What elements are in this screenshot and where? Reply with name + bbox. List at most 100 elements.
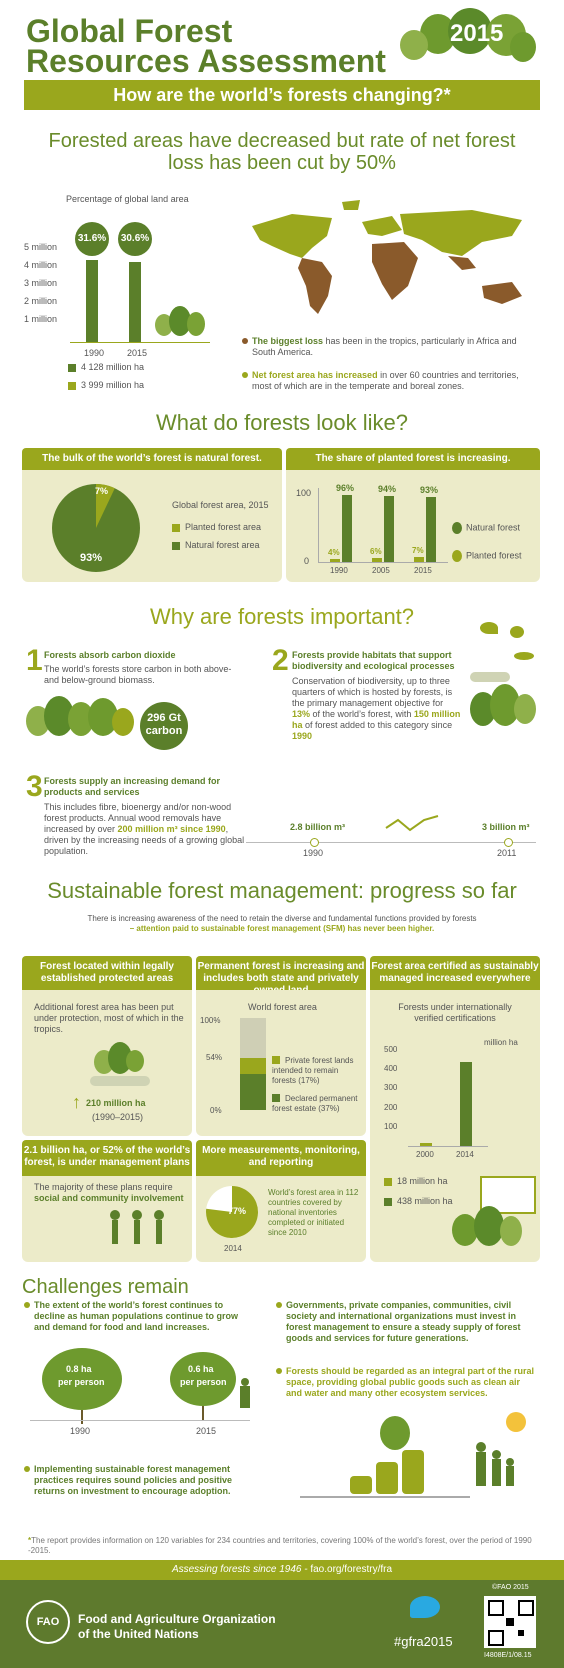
publication-code: I4808E/1/08.15 xyxy=(484,1652,532,1659)
year-1990: 1990 xyxy=(84,348,105,358)
permanent-bar-declared xyxy=(240,1074,266,1110)
tree-2015-value: 0.6 ha xyxy=(188,1364,214,1374)
permanent-legend-private: Private forest lands intended to remain … xyxy=(272,1056,364,1086)
natural-forest-legend: Natural forest xyxy=(452,522,520,534)
asterisk: * xyxy=(28,1536,32,1545)
fao-logo-text: FAO xyxy=(36,1616,60,1628)
tree-1990-unit: per person xyxy=(58,1377,105,1387)
item2-year: 1990 xyxy=(292,731,313,741)
planted-baseline xyxy=(318,562,448,563)
org-line2: of the United Nations xyxy=(78,1627,199,1641)
person-figure xyxy=(240,1378,250,1408)
planted-bar-label: 4% xyxy=(328,548,340,558)
certified-legend-2014-label: 438 million ha xyxy=(397,1196,453,1206)
item2-text: Conservation of biodiversity, up to thre… xyxy=(292,676,462,742)
wood-trend-arrow xyxy=(385,815,439,832)
legend-swatch xyxy=(384,1177,392,1186)
forest-area-chart-title: Percentage of global land area xyxy=(66,194,189,204)
planted-bar-label: 7% xyxy=(412,546,424,556)
hand-icon xyxy=(470,672,510,682)
hashtag: #gfra2015 xyxy=(394,1634,453,1649)
section1-headline-line1: Forested areas have decreased but rate o… xyxy=(48,130,516,152)
coin-stack xyxy=(376,1462,398,1494)
planted-forest-band-text: The share of planted forest is increasin… xyxy=(315,453,511,464)
certified-year-2000: 2000 xyxy=(416,1150,434,1159)
page-title: Global Forest Resources Assessment xyxy=(26,13,386,77)
certified-bar xyxy=(460,1061,472,1146)
item2-number: 2 xyxy=(272,644,289,677)
natural-bar xyxy=(426,496,436,562)
protected-areas-text: Additional forest area has been put unde… xyxy=(34,1002,184,1034)
pie-label-planted: 7% xyxy=(95,486,109,496)
challenge-2-text: Implementing sustainable forest manageme… xyxy=(34,1464,233,1496)
item3-text: This includes fibre, bioenergy and/or no… xyxy=(44,802,254,857)
map-note-biggest-loss: The biggest loss has been in the tropics… xyxy=(242,336,540,358)
item3-text-b: , driven by the increasing needs of a gr… xyxy=(44,824,245,856)
axis-tick: 5 million xyxy=(24,242,58,252)
item2-text-a: Conservation of biodiversity, up to thre… xyxy=(292,676,453,708)
section4-title: Sustainable forest management: progress … xyxy=(47,878,517,903)
legend-1990: 4 128 million ha xyxy=(68,362,144,373)
legend-2015-label: 3 999 million ha xyxy=(81,380,145,390)
twitter-icon[interactable] xyxy=(410,1596,440,1618)
tree-2015-unit: per person xyxy=(180,1377,227,1387)
planted-year-label: 1990 xyxy=(330,566,348,575)
timeline-year-2011: 2011 xyxy=(497,848,517,858)
investment-illustration xyxy=(300,1412,540,1502)
certified-tick: 300 xyxy=(384,1083,398,1093)
ground-line xyxy=(300,1496,470,1498)
challenge-4-text: Forests should be regarded as an integra… xyxy=(286,1366,535,1398)
protected-areas-band-text: Forest located within legally establishe… xyxy=(40,961,174,984)
challenge-3: Governments, private companies, communit… xyxy=(276,1300,536,1344)
item3-number: 3 xyxy=(26,770,43,803)
sfm-intro-line1: There is increasing awareness of the nee… xyxy=(87,914,477,923)
monitoring-text: World’s forest area in 112 countries cov… xyxy=(268,1188,359,1237)
note1-bold: The biggest loss xyxy=(252,336,324,346)
wood-1990: 2.8 billion m³ xyxy=(290,822,346,832)
butterfly-icon xyxy=(510,626,524,638)
wood-2011: 3 billion m³ xyxy=(482,822,530,832)
certified-legend-2014: 438 million ha xyxy=(384,1196,453,1207)
natural-bar-label: 96% xyxy=(336,482,355,493)
certified-legend-2000: 18 million ha xyxy=(384,1176,448,1187)
monitoring-year: 2014 xyxy=(224,1244,242,1253)
challenge-1-text: The extent of the world’s forest continu… xyxy=(34,1300,239,1332)
title-line-1: Global Forest xyxy=(26,13,233,49)
tree-1990-value: 0.8 ha xyxy=(66,1364,92,1374)
certified-year-2014: 2014 xyxy=(456,1150,474,1159)
header-subtitle: How are the world’s forests changing?* xyxy=(113,85,451,105)
item2-ha: 150 million ha xyxy=(292,709,461,730)
legend-swatch xyxy=(272,1094,280,1102)
planted-tree-icon xyxy=(452,550,462,562)
natural-bar-label: 93% xyxy=(420,484,439,495)
item1-text: The world’s forests store carbon in both… xyxy=(44,664,232,685)
certified-tick: 400 xyxy=(384,1064,398,1074)
footer-link[interactable]: fao.org/forestry/fra xyxy=(310,1564,393,1575)
legend-swatch xyxy=(68,363,76,372)
management-plans-text-a: The majority of these plans require xyxy=(34,1182,173,1192)
management-plans-band-text: 2.1 billion ha, or 52% of the world’s fo… xyxy=(23,1145,191,1168)
pct-2015: 30.6% xyxy=(120,233,150,244)
fish-icon xyxy=(514,652,534,660)
certified-caption: Forests under internationally verified c… xyxy=(398,1002,512,1023)
bird-icon xyxy=(480,622,498,634)
planted-axis-line xyxy=(318,488,319,562)
planted-forest-band: The share of planted forest is increasin… xyxy=(286,448,540,470)
permanent-legend-declared: Declared permanent forest estate (37%) xyxy=(272,1094,364,1114)
item3-text-a: This includes fibre, bioenergy and/or no… xyxy=(44,802,232,834)
section3-title: Why are forests important? xyxy=(149,604,415,629)
axis-tick: 3 million xyxy=(24,278,58,288)
tree-1990 xyxy=(42,1348,122,1424)
qr-code[interactable] xyxy=(484,1596,536,1648)
pct-1990: 31.6% xyxy=(77,233,107,244)
legend-swatch xyxy=(384,1197,392,1206)
coin-stack xyxy=(350,1476,372,1494)
tree-2015 xyxy=(170,1352,236,1420)
planted-forest-legend: Planted forest xyxy=(452,550,522,562)
management-plans-bold: social and community involvement xyxy=(34,1193,184,1203)
certified-tick: 500 xyxy=(384,1045,398,1054)
pie-label-natural: 93% xyxy=(80,552,103,564)
pie-legend-natural: Natural forest area xyxy=(172,540,260,551)
carbon-unit: carbon xyxy=(145,725,183,737)
carbon-value: 296 Gt xyxy=(147,712,181,724)
